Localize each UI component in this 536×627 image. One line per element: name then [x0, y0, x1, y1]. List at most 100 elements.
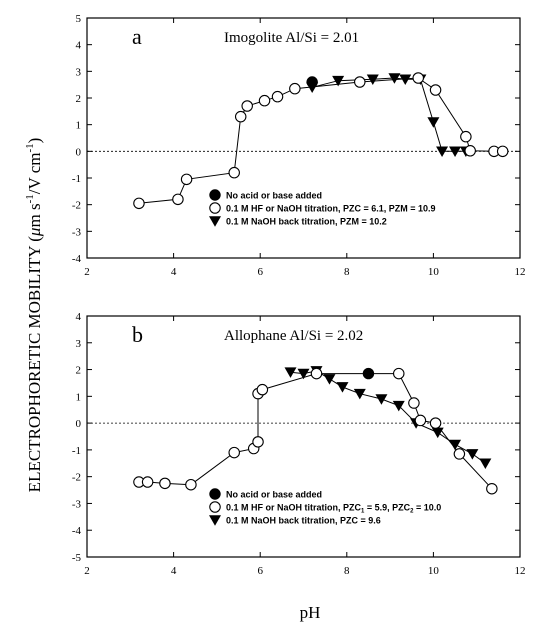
legend-entry: 0.1 M NaOH back titration, PZM = 10.2 — [226, 217, 387, 227]
y-tick-label: 2 — [76, 365, 82, 377]
data-point — [393, 367, 405, 380]
legend-marker — [209, 202, 221, 214]
y-tick-label: 3 — [76, 66, 82, 78]
x-tick-label: 4 — [171, 565, 177, 577]
data-point — [336, 382, 349, 393]
x-tick-label: 2 — [84, 565, 90, 577]
data-point — [427, 117, 440, 128]
data-point — [408, 397, 420, 409]
data-point — [306, 76, 318, 88]
data-point — [449, 439, 462, 451]
data-point — [234, 110, 247, 123]
legend-entry: 0.1 M HF or NaOH titration, PZC1 = 5.9, … — [226, 503, 441, 515]
legend-marker — [209, 216, 221, 227]
data-point — [449, 146, 462, 158]
legend-marker — [209, 515, 221, 526]
y-tick-label: -1 — [72, 445, 81, 457]
y-tick-label: -1 — [72, 173, 81, 185]
plot-frame — [86, 17, 521, 259]
y-axis-label: ELECTROPHORETIC MOBILITY (μm s-1/V cm-1) — [24, 138, 44, 493]
x-tick-label: 8 — [344, 266, 350, 278]
x-tick-label: 6 — [257, 266, 263, 278]
y-tick-label: -3 — [72, 226, 82, 238]
data-point — [172, 193, 184, 206]
data-point — [431, 427, 444, 439]
x-tick-label: 10 — [428, 565, 440, 577]
data-point — [284, 367, 297, 378]
y-tick-label: -4 — [72, 525, 82, 537]
data-point — [310, 367, 323, 380]
data-point — [464, 145, 476, 157]
data-point — [258, 94, 271, 107]
data-point — [479, 458, 492, 469]
data-point — [353, 388, 366, 400]
data-point — [436, 146, 449, 158]
data-point — [289, 82, 301, 95]
data-point — [412, 72, 424, 84]
data-point — [159, 477, 171, 490]
data-point — [256, 383, 269, 396]
data-point — [252, 436, 264, 448]
data-point — [460, 130, 472, 143]
data-point — [228, 446, 240, 459]
data-point — [354, 76, 366, 88]
legend-entry: No acid or base added — [226, 490, 322, 500]
panel-title: Allophane Al/Si = 2.02 — [224, 328, 363, 344]
panel-title: Imogolite Al/Si = 2.01 — [224, 30, 359, 46]
x-tick-label: 4 — [171, 266, 177, 278]
y-tick-label: -3 — [72, 498, 82, 510]
y-tick-label: 2 — [76, 93, 82, 105]
data-point — [323, 374, 336, 385]
legend-marker — [209, 488, 221, 500]
data-point — [399, 74, 412, 86]
y-tick-label: 0 — [76, 146, 82, 158]
data-point — [453, 448, 466, 460]
y-tick-label: 4 — [76, 311, 82, 323]
data-point — [496, 145, 509, 158]
data-point — [429, 417, 442, 429]
data-point — [133, 197, 145, 210]
data-point — [271, 90, 284, 103]
y-tick-label: 4 — [76, 40, 82, 52]
x-tick-label: 12 — [515, 266, 526, 278]
legend-entry: 0.1 M NaOH back titration, PZC = 9.6 — [226, 516, 381, 526]
data-point — [375, 394, 388, 405]
data-point — [466, 449, 479, 460]
y-tick-label: 1 — [76, 120, 82, 132]
data-point — [362, 367, 375, 380]
y-tick-label: 3 — [76, 338, 82, 350]
data-point — [429, 84, 442, 96]
data-point — [297, 368, 310, 380]
series-line — [138, 77, 503, 204]
y-tick-label: -5 — [72, 552, 82, 564]
x-axis-label: pH — [300, 603, 321, 622]
x-tick-label: 8 — [344, 565, 350, 577]
legend-entry: No acid or base added — [226, 191, 322, 201]
y-tick-label: -2 — [72, 472, 81, 484]
data-point — [392, 400, 405, 412]
data-point — [141, 476, 154, 488]
y-tick-label: -4 — [72, 253, 82, 265]
x-tick-label: 10 — [428, 266, 440, 278]
x-tick-label: 6 — [257, 565, 263, 577]
data-point — [414, 414, 427, 427]
data-point — [332, 75, 345, 87]
data-point — [388, 73, 401, 84]
data-point — [180, 173, 193, 186]
x-tick-label: 12 — [515, 565, 526, 577]
data-point — [486, 482, 498, 495]
legend-marker — [209, 501, 221, 513]
plot-frame — [86, 315, 521, 558]
data-point — [241, 100, 253, 112]
x-tick-label: 2 — [84, 266, 90, 278]
y-tick-label: 0 — [76, 418, 82, 430]
panel-letter: a — [132, 24, 142, 49]
data-point — [185, 478, 197, 491]
panel-letter: b — [132, 322, 143, 347]
y-tick-label: 5 — [76, 13, 82, 25]
legend-entry: 0.1 M HF or NaOH titration, PZC = 6.1, P… — [226, 204, 436, 214]
y-tick-label: 1 — [76, 391, 82, 403]
